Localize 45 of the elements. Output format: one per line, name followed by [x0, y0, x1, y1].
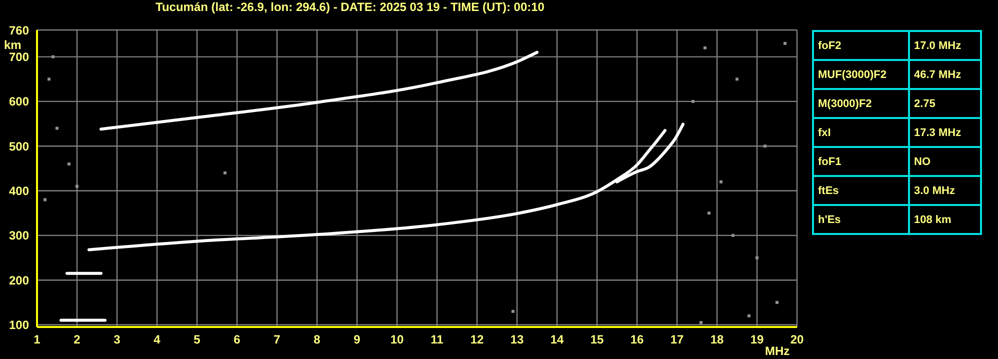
x-axis-title: MHz [765, 344, 790, 358]
y-tick-label: 400 [8, 184, 30, 198]
text: NO [914, 156, 930, 168]
text: 17.0 MHz [914, 40, 962, 52]
x-tick-label: 11 [430, 332, 444, 347]
x-tick-label: 12 [470, 332, 484, 347]
x-tick-label: 3 [114, 332, 121, 347]
text: 108 km [914, 214, 952, 226]
x-tick-label: 5 [194, 332, 201, 347]
y-tick-label: 760 [8, 23, 30, 38]
x-tick-label: 6 [234, 332, 241, 347]
category-label: ftEs [813, 176, 909, 205]
x-tick-label: 13 [510, 332, 524, 347]
y-axis-title: km [4, 38, 22, 52]
text: 2.75 [914, 98, 936, 110]
x-tick-label: 2 [74, 332, 81, 347]
y-tick-label: 100 [8, 318, 30, 332]
category-label: MUF(3000)F2 [813, 60, 909, 89]
x-tick-label: 8 [314, 332, 321, 347]
x-tick-label: 17 [670, 332, 684, 347]
x-tick-label: 15 [590, 332, 604, 347]
x-tick-label: 4 [154, 332, 161, 347]
y-tick-label: 500 [8, 139, 30, 154]
x-tick-label: 7 [274, 332, 281, 347]
y-tick-label: 700 [8, 50, 30, 64]
x-tick-label: 20 [790, 332, 804, 347]
text: 3.0 MHz [914, 184, 955, 196]
x-tick-label: 14 [550, 332, 564, 347]
text: 17.3 MHz [914, 126, 962, 138]
x-tick-label: 18 [710, 332, 724, 347]
category-label: foF1 [813, 147, 909, 176]
category-label: M(3000)F2 [813, 89, 909, 118]
x-tick-label: 10 [390, 332, 404, 347]
y-tick-label: 300 [8, 228, 30, 243]
x-tick-label: 19 [750, 332, 764, 347]
category-label: foF2 [813, 31, 909, 60]
category-label: fxI [813, 118, 909, 147]
y-tick-label: 600 [8, 94, 30, 109]
y-tick-label: 200 [8, 273, 30, 288]
category-label: h'Es [813, 205, 909, 234]
chart-title: Tucumán (lat: -26.9, lon: 294.6) - DATE: 2025 03 19 - TIME (UT): 00:10 [154, 0, 546, 14]
x-tick-label: 16 [630, 332, 644, 347]
x-tick-label: 9 [354, 332, 361, 347]
x-tick-label: 1 [34, 332, 41, 347]
text: 46.7 MHz [914, 68, 962, 80]
